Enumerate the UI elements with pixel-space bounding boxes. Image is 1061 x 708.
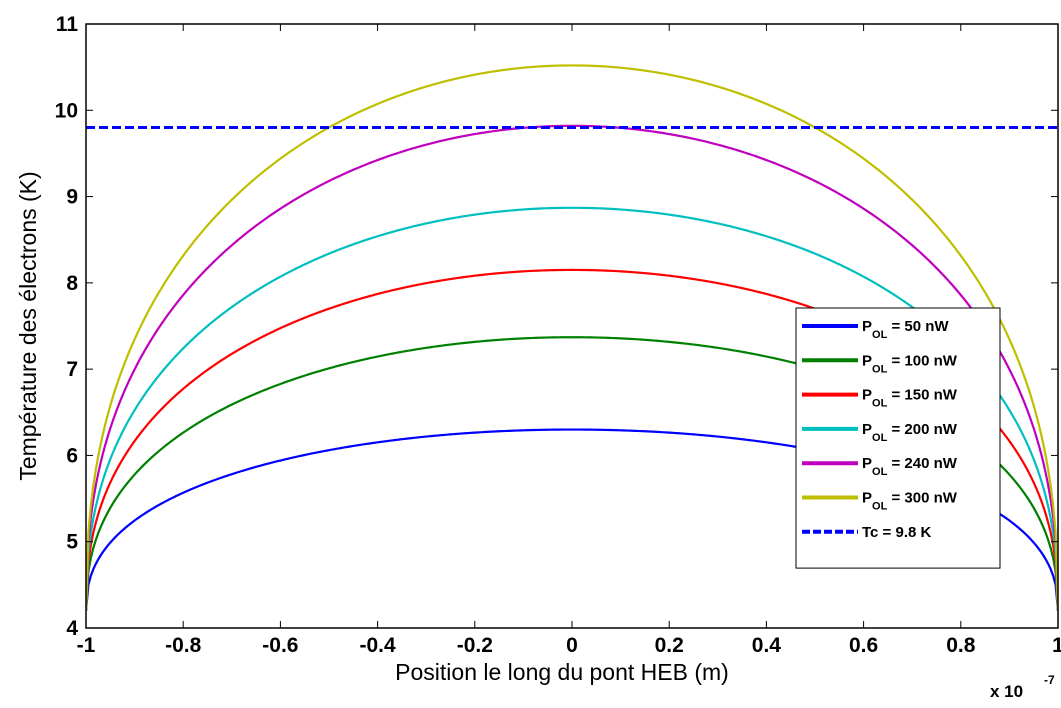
series-line-5 (86, 64, 1058, 611)
x-tick-label: -0.4 (360, 634, 397, 657)
x-tick-label: 0.2 (655, 634, 684, 657)
x-tick-label: -0.8 (165, 634, 202, 657)
x-multiplier-exponent: -7 (1044, 673, 1055, 687)
x-tick-label: 1 (1052, 634, 1061, 657)
plot-curves (86, 64, 1058, 611)
x-axis-label: Position le long du pont HEB (m) (395, 659, 729, 685)
y-tick-label: 11 (56, 13, 79, 36)
legend-label: POL = 240 nW (862, 455, 958, 478)
y-tick-label: 6 (66, 444, 78, 467)
x-tick-label: -0.6 (262, 634, 298, 657)
legend-label: POL = 150 nW (862, 387, 958, 410)
x-tick-label: -1 (77, 634, 96, 657)
legend-label: POL = 50 nW (862, 318, 949, 341)
series-line-4 (86, 124, 1058, 611)
x-axis-multiplier: x 10 -7 (990, 673, 1055, 701)
series-line-3 (86, 206, 1058, 611)
x-tick-label: 0 (566, 634, 578, 657)
x-tick-label: -0.2 (457, 634, 493, 657)
legend-label: POL = 300 nW (862, 490, 958, 513)
x-tick-label: 0.6 (849, 634, 878, 657)
legend-label: POL = 200 nW (862, 421, 958, 444)
x-multiplier-base: x 10 (990, 682, 1023, 701)
legend: POL = 50 nW POL = 100 nW POL = 150 nW POL =… (795, 307, 1001, 569)
y-axis-label: Température des électrons (K) (15, 171, 41, 480)
y-tick-label: 10 (55, 99, 78, 122)
axis-ticks: -1 -0.8 -0.6 -0.4 -0.2 0 0.2 0.4 0.6 0.8 1 4 5 6 7 8 9 10… (55, 13, 1061, 657)
legend-label: POL = 100 nW (862, 352, 958, 375)
y-tick-label: 4 (66, 617, 78, 640)
y-tick-label: 5 (66, 531, 78, 554)
y-tick-label: 7 (66, 358, 78, 381)
x-tick-label: 0.8 (946, 634, 976, 657)
x-tick-label: 0.4 (752, 634, 782, 657)
y-tick-label: 8 (66, 272, 78, 295)
legend-label: Tc = 9.8 K (862, 524, 932, 541)
legend-box (795, 307, 1001, 569)
y-tick-label: 9 (66, 186, 78, 209)
